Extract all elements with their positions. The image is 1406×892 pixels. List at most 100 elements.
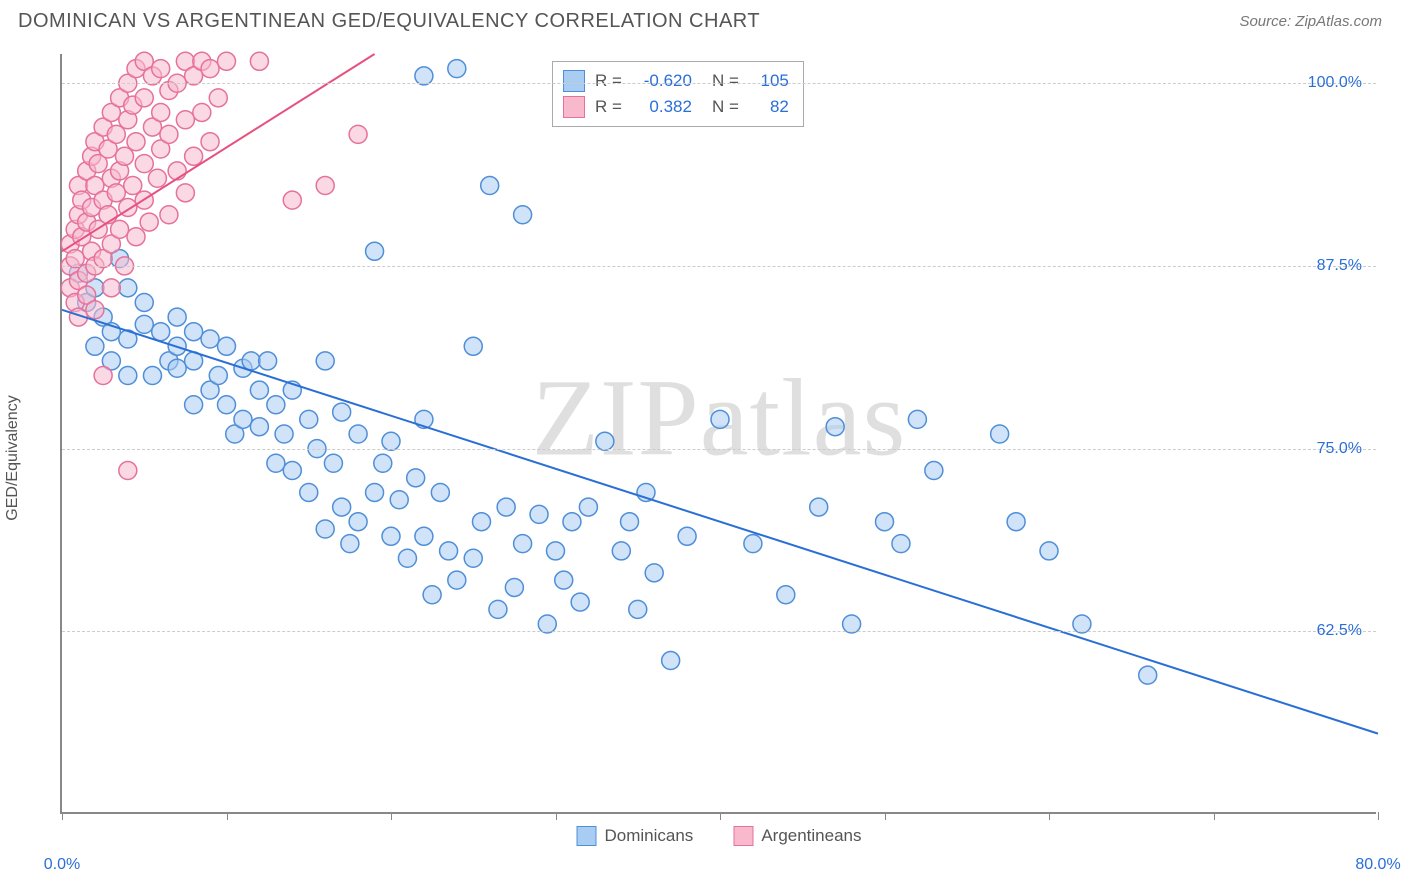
data-point xyxy=(1040,542,1058,560)
data-point xyxy=(152,323,170,341)
data-point xyxy=(366,483,384,501)
data-point xyxy=(415,67,433,85)
data-point xyxy=(579,498,597,516)
data-point xyxy=(629,600,647,618)
data-point xyxy=(341,535,359,553)
data-point xyxy=(283,462,301,480)
data-point xyxy=(148,169,166,187)
data-point xyxy=(892,535,910,553)
data-point xyxy=(440,542,458,560)
data-point xyxy=(464,337,482,355)
stat-label: N = xyxy=(712,94,739,120)
data-point xyxy=(209,89,227,107)
data-point xyxy=(407,469,425,487)
legend-item: Dominicans xyxy=(577,826,694,846)
data-point xyxy=(86,301,104,319)
data-point xyxy=(908,410,926,428)
data-point xyxy=(316,352,334,370)
data-point xyxy=(349,125,367,143)
data-point xyxy=(349,425,367,443)
data-point xyxy=(481,177,499,195)
legend: Dominicans Argentineans xyxy=(577,826,862,846)
x-tick xyxy=(720,812,721,820)
data-point xyxy=(135,155,153,173)
x-tick xyxy=(885,812,886,820)
legend-label: Dominicans xyxy=(605,826,694,846)
data-point xyxy=(124,177,142,195)
data-point xyxy=(621,513,639,531)
data-point xyxy=(107,184,125,202)
data-point xyxy=(876,513,894,531)
n-value: 105 xyxy=(749,68,789,94)
data-point xyxy=(152,60,170,78)
r-value: 0.382 xyxy=(632,94,692,120)
scatter-svg xyxy=(62,54,1378,814)
y-tick-label: 100.0% xyxy=(1308,74,1362,92)
data-point xyxy=(86,337,104,355)
legend-swatch xyxy=(733,826,753,846)
data-point xyxy=(555,571,573,589)
x-tick xyxy=(1378,812,1379,820)
plot-area: ZIPatlas R =-0.620N =105R =0.382N =82 Do… xyxy=(60,54,1376,814)
data-point xyxy=(333,403,351,421)
data-point xyxy=(514,206,532,224)
data-point xyxy=(168,308,186,326)
data-point xyxy=(398,549,416,567)
chart-source: Source: ZipAtlas.com xyxy=(1239,13,1382,30)
data-point xyxy=(563,513,581,531)
data-point xyxy=(448,60,466,78)
gridline xyxy=(62,83,1376,84)
data-point xyxy=(176,184,194,202)
data-point xyxy=(218,396,236,414)
y-tick-label: 62.5% xyxy=(1317,622,1362,640)
data-point xyxy=(612,542,630,560)
data-point xyxy=(111,220,129,238)
gridline xyxy=(62,266,1376,267)
chart-title: DOMINICAN VS ARGENTINEAN GED/EQUIVALENCY… xyxy=(18,10,760,33)
data-point xyxy=(826,418,844,436)
data-point xyxy=(135,89,153,107)
trend-line xyxy=(62,310,1378,734)
data-point xyxy=(1073,615,1091,633)
data-point xyxy=(349,513,367,531)
data-point xyxy=(810,498,828,516)
data-point xyxy=(242,352,260,370)
x-tick xyxy=(227,812,228,820)
data-point xyxy=(275,425,293,443)
data-point xyxy=(127,228,145,246)
data-point xyxy=(250,418,268,436)
y-tick-label: 87.5% xyxy=(1317,257,1362,275)
data-point xyxy=(209,367,227,385)
data-point xyxy=(382,432,400,450)
data-point xyxy=(107,125,125,143)
legend-swatch xyxy=(577,826,597,846)
data-point xyxy=(777,586,795,604)
data-point xyxy=(127,133,145,151)
data-point xyxy=(218,52,236,70)
data-point xyxy=(547,542,565,560)
data-point xyxy=(135,315,153,333)
data-point xyxy=(234,410,252,428)
legend-item: Argentineans xyxy=(733,826,861,846)
series-swatch xyxy=(563,96,585,118)
stat-label: R = xyxy=(595,68,622,94)
x-tick xyxy=(62,812,63,820)
data-point xyxy=(201,330,219,348)
y-tick-label: 75.0% xyxy=(1317,440,1362,458)
data-point xyxy=(259,352,277,370)
data-point xyxy=(530,505,548,523)
correlation-row: R =0.382N =82 xyxy=(563,94,789,120)
data-point xyxy=(119,279,137,297)
data-point xyxy=(94,367,112,385)
data-point xyxy=(1139,666,1157,684)
data-point xyxy=(160,125,178,143)
data-point xyxy=(160,206,178,224)
data-point xyxy=(514,535,532,553)
chart-container: GED/Equivalency ZIPatlas R =-0.620N =105… xyxy=(18,48,1388,868)
data-point xyxy=(538,615,556,633)
data-point xyxy=(316,177,334,195)
legend-label: Argentineans xyxy=(761,826,861,846)
data-point xyxy=(448,571,466,589)
data-point xyxy=(300,483,318,501)
data-point xyxy=(168,162,186,180)
